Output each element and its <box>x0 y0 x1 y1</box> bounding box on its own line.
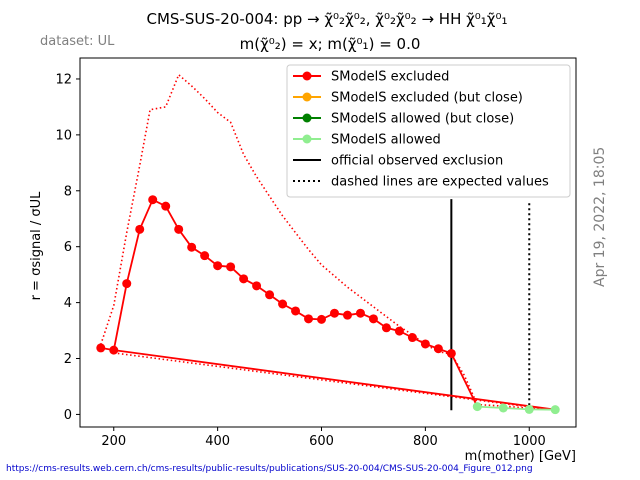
legend-marker-0 <box>302 71 312 81</box>
axes: 200 400 600 800 1000 0 2 4 6 8 10 12 <box>55 57 577 449</box>
data-point-excluded-27 <box>446 348 456 358</box>
data-point-excluded-21 <box>368 314 378 324</box>
data-point-excluded-24 <box>407 333 417 343</box>
data-point-allowed-0 <box>472 402 482 412</box>
legend-label-2: SModelS allowed (but close) <box>331 112 514 127</box>
data-point-excluded-1 <box>109 345 119 355</box>
data-point-excluded-7 <box>187 242 197 252</box>
data-point-excluded-18 <box>329 308 339 318</box>
data-point-allowed-1 <box>498 403 508 413</box>
data-point-excluded-6 <box>174 224 184 234</box>
data-point-excluded-4 <box>148 195 158 205</box>
x-tick-label-200: 200 <box>101 434 126 449</box>
y-tick-label-4: 4 <box>64 296 72 311</box>
x-tick-label-800: 800 <box>413 434 438 449</box>
y-tick-label-8: 8 <box>64 184 72 199</box>
expected-lower-line <box>113 352 556 411</box>
legend-label-5: dashed lines are expected values <box>331 175 549 190</box>
legend-marker-3 <box>302 134 312 144</box>
chart-title-line2: m(χ̃⁰₂) = x; m(χ̃⁰₁) = 0.0 <box>240 35 421 53</box>
data-point-excluded-5 <box>161 201 171 211</box>
data-point-excluded-20 <box>355 308 365 318</box>
data-point-excluded-2 <box>122 279 132 289</box>
data-point-excluded-19 <box>342 310 352 320</box>
legend: SModelS excluded SModelS excluded (but cl… <box>286 64 571 198</box>
legend-marker-2 <box>302 113 312 123</box>
data-point-excluded-17 <box>317 314 327 324</box>
connector-line-1 <box>113 349 556 411</box>
data-point-excluded-13 <box>265 290 275 300</box>
source-url[interactable]: https://cms-results.web.cern.ch/cms-resu… <box>6 464 533 474</box>
data-point-allowed-3 <box>550 405 560 415</box>
data-point-excluded-23 <box>394 326 404 336</box>
legend-label-3: SModelS allowed <box>331 133 441 148</box>
data-point-excluded-8 <box>200 251 210 261</box>
data-point-excluded-12 <box>252 281 262 291</box>
axes-frame <box>79 57 577 428</box>
legend-marker-1 <box>302 92 312 102</box>
data-point-excluded-22 <box>381 323 391 333</box>
series-line-excluded <box>100 198 452 355</box>
x-tick-label-600: 600 <box>309 434 334 449</box>
data-point-excluded-14 <box>278 299 288 309</box>
chart-title-line1: CMS-SUS-20-004: pp → χ̃⁰₂χ̃⁰₂, χ̃⁰₂χ̃⁰₂ … <box>147 10 508 28</box>
series-line-allowed <box>477 405 556 411</box>
x-tick-label-400: 400 <box>205 434 230 449</box>
y-axis-label: r = σsignal / σUL <box>29 191 44 301</box>
plot-area <box>96 73 560 415</box>
data-point-allowed-2 <box>524 404 534 414</box>
data-point-excluded-11 <box>239 274 249 284</box>
data-point-excluded-10 <box>226 262 236 272</box>
y-tick-label-2: 2 <box>64 352 72 367</box>
data-point-excluded-25 <box>420 339 430 349</box>
x-tick-label-1000: 1000 <box>513 434 546 449</box>
dataset-label: dataset: UL <box>40 34 115 49</box>
y-tick-label-6: 6 <box>64 240 72 255</box>
data-point-excluded-9 <box>213 261 223 271</box>
legend-box <box>286 64 571 198</box>
y-tick-label-10: 10 <box>55 128 72 143</box>
data-point-excluded-15 <box>291 306 301 316</box>
legend-label-0: SModelS excluded <box>331 70 449 85</box>
data-point-excluded-26 <box>433 344 443 354</box>
data-point-excluded-0 <box>96 343 106 353</box>
y-tick-label-0: 0 <box>64 408 72 423</box>
y-tick-label-12: 12 <box>55 72 72 87</box>
legend-label-1: SModelS excluded (but close) <box>331 91 523 106</box>
legend-label-4: official observed exclusion <box>331 154 503 169</box>
x-axis-label: m(mother) [GeV] <box>465 449 576 464</box>
data-point-excluded-16 <box>304 314 314 324</box>
data-point-excluded-3 <box>135 224 145 234</box>
